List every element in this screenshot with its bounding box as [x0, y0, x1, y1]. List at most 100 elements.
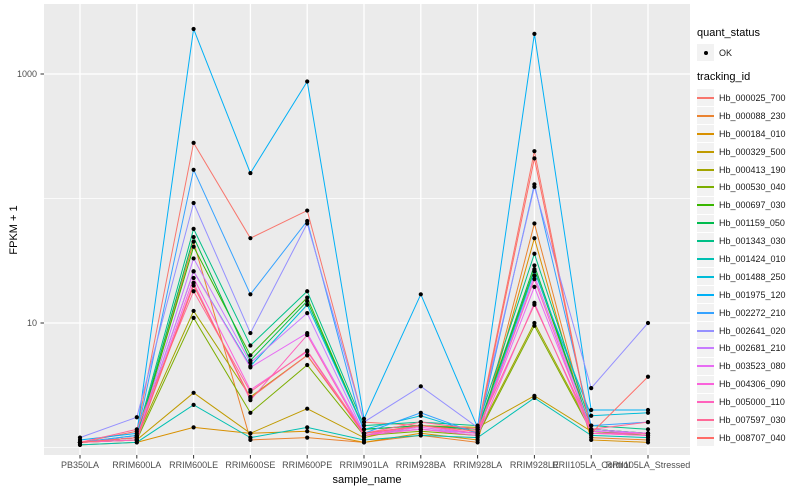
legend-item-tracking-id: Hb_001488_250: [697, 268, 786, 286]
legend-item-label: Hb_000184_010: [719, 128, 786, 139]
data-point: [191, 256, 196, 261]
legend-key: [697, 286, 714, 304]
legend-item-label: Hb_000530_040: [719, 182, 786, 193]
data-point: [418, 413, 423, 418]
legend-line-swatch: [697, 257, 714, 260]
data-point: [589, 431, 594, 436]
data-point: [305, 362, 310, 368]
data-point: [645, 427, 651, 432]
data-point: [248, 170, 253, 176]
data-point: [361, 419, 367, 425]
data-point: [248, 353, 253, 358]
data-point: [361, 437, 367, 443]
legend-line-swatch: [697, 436, 714, 439]
legend-item-label: Hb_000697_030: [719, 200, 786, 211]
legend-item-label: Hb_003523_080: [719, 361, 786, 372]
data-point: [361, 431, 367, 436]
data-point: [589, 385, 594, 391]
legend-item-label: Hb_002272_210: [719, 307, 786, 318]
data-point: [305, 79, 310, 84]
legend-item-tracking-id: Hb_002272_210: [697, 304, 786, 322]
data-point: [305, 302, 310, 307]
data-point: [532, 302, 537, 307]
data-point: [248, 360, 253, 365]
legend-line-swatch: [697, 383, 714, 386]
legend-title-tracking-id: tracking_id: [697, 71, 751, 83]
legend-key: [697, 89, 714, 107]
data-point: [191, 167, 196, 172]
data-point: [532, 251, 537, 256]
legend-item-tracking-id: Hb_001343_030: [697, 232, 786, 250]
data-point: [191, 283, 196, 288]
legend-key: [697, 214, 714, 232]
legend-line-swatch: [697, 114, 714, 117]
data-point: [418, 410, 423, 415]
data-point: [191, 244, 196, 249]
data-point: [418, 433, 423, 438]
data-point: [589, 427, 594, 432]
legend-item-tracking-id: Hb_001975_120: [697, 286, 786, 304]
legend-item-label: Hb_008707_040: [719, 432, 786, 443]
data-point: [305, 425, 310, 430]
data-point: [248, 410, 253, 415]
x-tick-label: RRII105LA_Stressed: [605, 460, 691, 470]
data-point: [191, 269, 196, 274]
legend-key: [697, 143, 714, 161]
legend-item-label: Hb_002681_210: [719, 343, 786, 354]
legend-item-tracking-id: Hb_000184_010: [697, 125, 786, 143]
legend-item-label: OK: [719, 47, 733, 58]
data-point: [248, 330, 253, 336]
x-tick-label: RRIM600LE: [169, 460, 219, 470]
legend-tracking-id-items: Hb_000025_700 Hb_000088_230 Hb_000184_010 H…: [697, 89, 786, 447]
legend-line-swatch: [697, 311, 714, 314]
data-point: [645, 407, 651, 413]
legend-item-tracking-id: Hb_005000_110: [697, 393, 786, 411]
legend-item-label: Hb_001488_250: [719, 271, 786, 282]
legend-item-label: Hb_000025_700: [719, 92, 786, 103]
legend-item-label: Hb_007597_030: [719, 414, 786, 425]
data-point: [305, 348, 310, 353]
legend-key: [697, 196, 714, 214]
legend-item-tracking-id: Hb_002681_210: [697, 339, 786, 357]
legend-key: [697, 357, 714, 375]
legend-item-label: Hb_001343_030: [719, 236, 786, 247]
legend-line-swatch: [697, 418, 714, 421]
data-point: [475, 429, 480, 434]
legend-item-label: Hb_001159_050: [719, 218, 785, 229]
axis-ticks: [40, 73, 649, 459]
data-point: [191, 289, 196, 294]
data-point: [191, 200, 196, 206]
data-point: [361, 427, 367, 432]
data-point: [134, 427, 139, 432]
legend-line-swatch: [697, 347, 714, 350]
x-axis-title: sample_name: [332, 474, 402, 486]
legend-line-swatch: [697, 275, 714, 278]
data-point: [191, 390, 196, 395]
x-tick-label: RRIM901LA: [339, 460, 389, 470]
x-tick-label: RRIM928BA: [395, 460, 446, 470]
legend-line-swatch: [697, 132, 714, 135]
data-point: [305, 298, 310, 304]
data-point: [532, 236, 537, 241]
legend-key: [697, 322, 714, 340]
data-point: [248, 395, 253, 401]
data-point: [589, 407, 594, 413]
legend-key: [697, 411, 714, 429]
data-point: [305, 429, 310, 434]
data-point: [532, 323, 537, 328]
data-point: [589, 437, 594, 443]
point-symbol-icon: [703, 50, 708, 55]
legend-key: [697, 268, 714, 286]
legend-item-tracking-id: Hb_000329_500: [697, 143, 786, 161]
data-point: [191, 140, 196, 145]
data-point: [191, 26, 196, 32]
data-point: [134, 415, 139, 420]
legend-line-swatch: [697, 365, 714, 368]
data-point: [248, 435, 253, 440]
data-point: [532, 149, 537, 154]
legend-item-label: Hb_004306_090: [719, 379, 786, 390]
legend-line-swatch: [697, 222, 714, 225]
data-points: [77, 26, 651, 447]
data-point: [305, 311, 310, 316]
